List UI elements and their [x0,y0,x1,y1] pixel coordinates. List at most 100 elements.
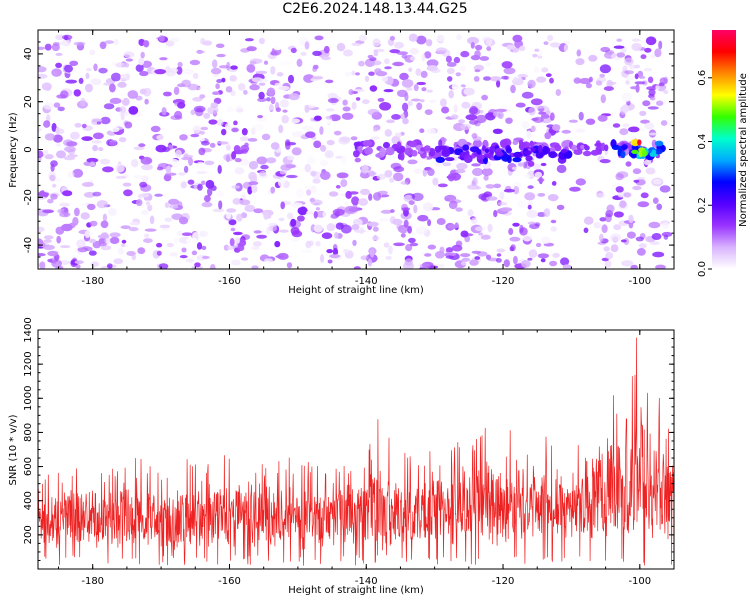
heatmap-speckle [407,159,418,165]
heatmap-speckle [556,204,565,210]
heatmap-speckle [133,146,145,151]
heatmap-speckle [237,244,245,252]
heatmap-speckle [291,237,299,242]
heatmap-signal-blob [651,149,657,155]
heatmap-speckle [471,163,481,167]
heatmap-speckle [187,179,195,185]
heatmap-speckle [442,162,452,167]
heatmap-speckle [563,44,569,53]
heatmap-speckle [600,46,611,53]
heatmap-speckle [472,167,483,177]
heatmap-speckle [352,239,357,246]
heatmap-speckle [286,212,294,220]
heatmap-speckle [315,241,321,247]
heatmap-speckle [543,208,551,218]
heatmap-speckle [83,191,96,198]
heatmap-speckle [364,75,370,82]
heatmap-speckle [56,235,62,244]
heatmap-speckle [424,51,432,59]
heatmap-speckle [353,266,361,269]
heatmap-speckle [455,72,462,77]
heatmap-speckle [537,178,545,182]
heatmap-speckle [622,123,630,128]
heatmap-speckle [447,173,455,182]
heatmap-speckle [173,237,179,244]
heatmap-signal-blob [383,141,390,149]
heatmap-speckle [392,61,404,67]
heatmap-speckle [447,67,455,75]
heatmap-speckle [233,231,243,236]
heatmap-speckle [332,247,339,256]
y-tick-label: 400 [23,491,34,510]
heatmap-speckle [447,76,453,82]
heatmap-speckle [427,168,435,177]
heatmap-speckle [121,243,126,248]
spectrogram-ylabel: Frequency (Hz) [8,112,19,188]
heatmap-speckle [61,34,73,40]
heatmap-speckle [545,73,552,77]
heatmap-speckle [323,45,330,54]
heatmap-speckle [663,90,669,94]
heatmap-signal-blob [399,152,405,161]
heatmap-speckle [533,163,542,170]
heatmap-speckle [208,119,218,125]
heatmap-speckle [102,213,107,222]
heatmap-speckle [329,254,341,259]
heatmap-signal-blob [651,139,657,148]
y-tick-label: -20 [23,189,34,205]
heatmap-speckle [372,127,378,132]
heatmap-speckle [640,192,649,199]
x-tick-label: -180 [81,576,104,587]
heatmap-speckle [527,257,533,261]
heatmap-speckle [38,150,44,159]
heatmap-speckle [384,58,390,65]
heatmap-speckle [588,76,593,83]
heatmap-speckle [496,253,502,257]
heatmap-speckle [117,81,127,88]
x-tick-label: -100 [628,576,651,587]
heatmap-speckle [282,109,288,113]
heatmap-speckle [237,83,246,91]
heatmap-signal-blob [525,155,533,162]
heatmap-speckle [649,241,660,246]
heatmap-speckle [540,113,550,119]
heatmap-speckle [189,59,201,66]
heatmap-speckle [476,114,487,124]
heatmap-speckle [351,70,356,76]
heatmap-speckle [599,159,611,164]
heatmap-speckle [652,197,659,204]
heatmap-speckle [402,102,409,112]
heatmap-speckle [197,183,203,191]
heatmap-speckle [143,238,153,244]
heatmap-speckle [50,193,58,200]
heatmap-speckle [615,173,624,181]
heatmap-speckle [38,127,42,132]
heatmap-speckle [524,192,536,201]
heatmap-speckle [169,252,179,257]
heatmap-speckle [503,188,515,193]
heatmap-speckle [492,128,503,134]
heatmap-speckle [43,188,56,193]
heatmap-speckle [340,179,348,188]
heatmap-signal-blob [580,144,585,150]
heatmap-speckle [264,258,273,264]
heatmap-speckle [217,141,229,145]
heatmap-speckle [109,97,122,104]
heatmap-speckle [251,77,263,83]
heatmap-speckle [199,94,206,99]
heatmap-speckle [607,81,617,85]
heatmap-speckle [467,36,479,45]
heatmap-speckle [613,224,622,231]
heatmap-speckle [483,174,489,181]
heatmap-speckle [380,209,393,214]
heatmap-signal-blob [584,145,590,151]
heatmap-speckle [49,174,56,182]
heatmap-speckle [290,227,300,235]
heatmap-speckle [519,224,524,234]
heatmap-speckle [141,193,150,198]
heatmap-speckle [55,52,63,56]
heatmap-speckle [416,81,427,86]
heatmap-speckle [244,38,254,42]
heatmap-speckle [147,204,153,212]
heatmap-speckle [87,203,96,211]
